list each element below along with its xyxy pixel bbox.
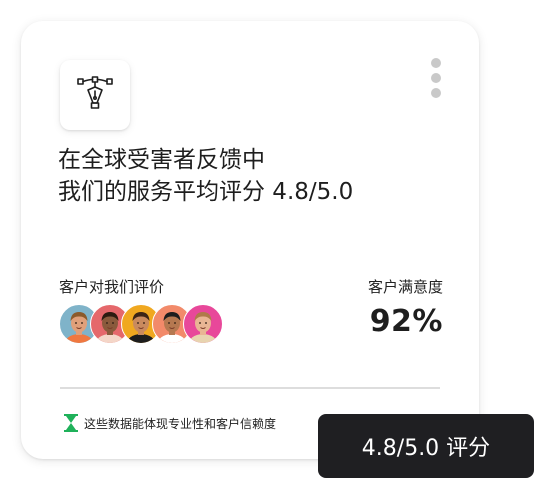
headline-line-1: 在全球受害者反馈中 [58, 147, 265, 173]
satisfaction-value: 92% [369, 304, 443, 339]
headline-line-2: 我们的服务平均评分 4.8/5.0 [58, 179, 354, 205]
logo-box [60, 60, 130, 130]
avatar-portrait [126, 312, 156, 343]
avatar-group [59, 304, 223, 344]
avatar-2 [90, 304, 130, 344]
more-dot [431, 58, 441, 68]
avatar-5 [183, 304, 223, 344]
footer-text: 这些数据能体现专业性和客户信赖度 [84, 416, 277, 431]
footer-note: 这些数据能体现专业性和客户信赖度 [62, 413, 276, 433]
hourglass-icon [64, 414, 78, 432]
avatar-portrait [64, 312, 94, 343]
avatar-portrait [188, 312, 218, 343]
satisfaction-label: 客户满意度 [367, 278, 443, 296]
rating-badge: 4.8/5.0 评分 [318, 414, 534, 478]
headline: 在全球受害者反馈中 我们的服务平均评分 4.8/5.0 [58, 144, 438, 208]
divider [60, 387, 440, 389]
more-dot [431, 73, 441, 83]
avatar-portrait [157, 312, 187, 343]
rating-card: 在全球受害者反馈中 我们的服务平均评分 4.8/5.0 客户对我们评价 客户满意… [21, 21, 479, 459]
more-options-button[interactable] [426, 58, 446, 98]
avatar-portrait [95, 312, 125, 343]
reviews-label: 客户对我们评价 [59, 278, 165, 296]
more-dot [431, 88, 441, 98]
pen-tool-icon [77, 76, 113, 109]
